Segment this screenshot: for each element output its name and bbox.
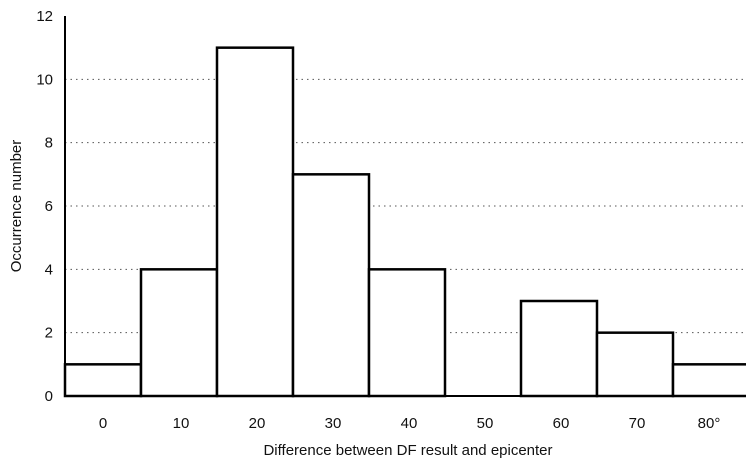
x-tick-label: 0 xyxy=(99,415,107,432)
y-tick-label: 0 xyxy=(45,388,53,405)
bar-0 xyxy=(63,363,143,398)
bar-40 xyxy=(367,268,447,398)
y-tick-label: 6 xyxy=(45,198,53,215)
x-axis-label: Difference between DF result and epicent… xyxy=(263,442,552,459)
bar-80 xyxy=(671,363,746,398)
x-tick-label: 50 xyxy=(477,415,494,432)
bar-10 xyxy=(139,268,219,398)
x-tick-label: 70 xyxy=(629,415,646,432)
x-tick-label: 60 xyxy=(553,415,570,432)
x-tick-label: 30 xyxy=(325,415,342,432)
x-tick-label: 40 xyxy=(401,415,418,432)
y-tick-label: 12 xyxy=(36,8,53,25)
x-tick-label: 10 xyxy=(173,415,190,432)
y-tick-label: 4 xyxy=(45,261,53,278)
y-tick-label: 8 xyxy=(45,135,53,152)
y-axis-label: Occurrence number xyxy=(8,140,25,273)
x-tick-labels: 0 10 20 30 40 50 60 70 80° xyxy=(99,415,721,432)
bar-60 xyxy=(519,299,599,398)
bar-30 xyxy=(291,173,371,398)
x-tick-label: 80° xyxy=(698,415,721,432)
y-tick-label: 10 xyxy=(36,71,53,88)
bar-70 xyxy=(595,331,675,398)
x-tick-label: 20 xyxy=(249,415,266,432)
y-tick-labels: 0 2 4 6 8 10 12 xyxy=(36,8,53,405)
bar-20 xyxy=(215,46,295,398)
bars xyxy=(63,46,746,398)
y-tick-label: 2 xyxy=(45,325,53,342)
